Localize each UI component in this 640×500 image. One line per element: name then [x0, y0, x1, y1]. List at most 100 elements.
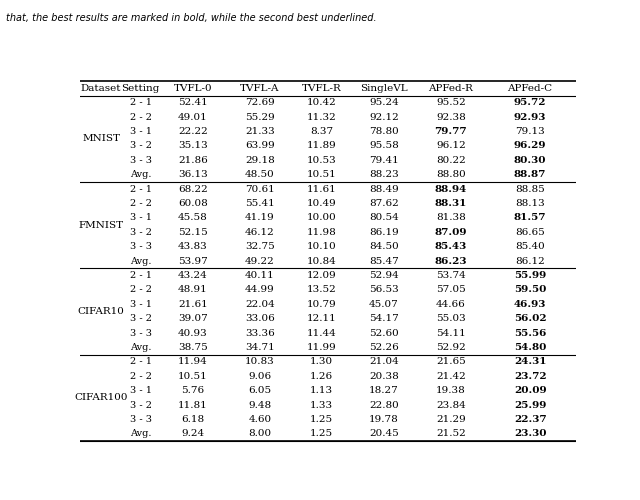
Text: CIFAR10: CIFAR10: [77, 307, 125, 316]
Bar: [80, 254, 576, 268]
Text: 3 - 1: 3 - 1: [130, 127, 152, 136]
Bar: [80, 81, 576, 96]
Text: 54.17: 54.17: [369, 314, 399, 324]
Text: 10.83: 10.83: [245, 358, 275, 366]
Text: 48.91: 48.91: [178, 286, 208, 294]
Text: 44.99: 44.99: [245, 286, 275, 294]
Text: 22.04: 22.04: [245, 300, 275, 309]
Text: 88.23: 88.23: [369, 170, 399, 179]
Text: 11.98: 11.98: [307, 228, 337, 237]
Text: 55.99: 55.99: [514, 271, 547, 280]
Text: 21.33: 21.33: [245, 127, 275, 136]
Text: 53.97: 53.97: [178, 256, 208, 266]
Text: 72.69: 72.69: [245, 98, 275, 108]
Text: 85.47: 85.47: [369, 256, 399, 266]
Bar: [80, 297, 576, 312]
Text: 2 - 2: 2 - 2: [130, 286, 152, 294]
Text: 11.94: 11.94: [178, 358, 208, 366]
Text: 12.11: 12.11: [307, 314, 337, 324]
Bar: [80, 96, 576, 110]
Text: 4.60: 4.60: [248, 415, 271, 424]
Text: 85.40: 85.40: [515, 242, 545, 252]
Text: 3 - 3: 3 - 3: [130, 242, 152, 252]
Text: 95.72: 95.72: [514, 98, 547, 108]
Text: 6.18: 6.18: [181, 415, 204, 424]
Text: 34.71: 34.71: [245, 343, 275, 352]
Bar: [80, 326, 576, 340]
Text: 2 - 1: 2 - 1: [130, 271, 152, 280]
Text: 12.09: 12.09: [307, 271, 337, 280]
Text: 2 - 2: 2 - 2: [130, 372, 152, 381]
Text: 1.25: 1.25: [310, 415, 333, 424]
Text: 55.29: 55.29: [245, 112, 275, 122]
Text: 3 - 1: 3 - 1: [130, 300, 152, 309]
Text: 80.30: 80.30: [514, 156, 547, 165]
Text: CIFAR100: CIFAR100: [74, 394, 128, 402]
Bar: [80, 268, 576, 283]
Text: 3 - 2: 3 - 2: [130, 400, 152, 409]
Text: 86.12: 86.12: [515, 256, 545, 266]
Text: 88.49: 88.49: [369, 184, 399, 194]
Text: MNIST: MNIST: [82, 134, 120, 143]
Text: 3 - 3: 3 - 3: [130, 415, 152, 424]
Text: 11.32: 11.32: [307, 112, 337, 122]
Bar: [80, 124, 576, 139]
Text: 95.58: 95.58: [369, 142, 399, 150]
Text: 10.53: 10.53: [307, 156, 337, 165]
Text: 21.65: 21.65: [436, 358, 466, 366]
Text: Avg.: Avg.: [130, 170, 152, 179]
Text: 22.22: 22.22: [178, 127, 208, 136]
Text: 79.41: 79.41: [369, 156, 399, 165]
Text: 33.06: 33.06: [245, 314, 275, 324]
Text: 46.12: 46.12: [245, 228, 275, 237]
Text: 10.51: 10.51: [307, 170, 337, 179]
Text: 70.61: 70.61: [245, 184, 275, 194]
Text: 20.09: 20.09: [514, 386, 547, 396]
Text: 10.84: 10.84: [307, 256, 337, 266]
Text: 55.56: 55.56: [514, 328, 547, 338]
Text: 63.99: 63.99: [245, 142, 275, 150]
Text: 56.02: 56.02: [514, 314, 547, 324]
Text: 44.66: 44.66: [436, 300, 466, 309]
Text: 48.50: 48.50: [245, 170, 275, 179]
Text: 43.24: 43.24: [178, 271, 208, 280]
Text: 45.58: 45.58: [178, 214, 208, 222]
Text: 18.27: 18.27: [369, 386, 399, 396]
Text: 9.06: 9.06: [248, 372, 271, 381]
Text: 56.53: 56.53: [369, 286, 399, 294]
Text: 6.05: 6.05: [248, 386, 271, 396]
Text: 2 - 1: 2 - 1: [130, 98, 152, 108]
Bar: [80, 369, 576, 384]
Text: 13.52: 13.52: [307, 286, 337, 294]
Text: 81.38: 81.38: [436, 214, 466, 222]
Text: 88.13: 88.13: [515, 199, 545, 208]
Text: 2 - 2: 2 - 2: [130, 112, 152, 122]
Text: Setting: Setting: [122, 84, 160, 93]
Text: 22.80: 22.80: [369, 400, 399, 409]
Text: 19.78: 19.78: [369, 415, 399, 424]
Text: 11.89: 11.89: [307, 142, 337, 150]
Text: 3 - 2: 3 - 2: [130, 228, 152, 237]
Text: FMNIST: FMNIST: [79, 220, 124, 230]
Text: 52.94: 52.94: [369, 271, 399, 280]
Text: TVFL-R: TVFL-R: [302, 84, 342, 93]
Text: 49.01: 49.01: [178, 112, 208, 122]
Text: 68.22: 68.22: [178, 184, 208, 194]
Text: 80.54: 80.54: [369, 214, 399, 222]
Bar: [80, 110, 576, 124]
Text: Avg.: Avg.: [130, 256, 152, 266]
Text: 52.92: 52.92: [436, 343, 466, 352]
Bar: [80, 211, 576, 225]
Text: TVFL-A: TVFL-A: [240, 84, 280, 93]
Text: 1.26: 1.26: [310, 372, 333, 381]
Text: 52.26: 52.26: [369, 343, 399, 352]
Bar: [80, 182, 576, 196]
Text: 88.85: 88.85: [515, 184, 545, 194]
Text: 23.72: 23.72: [514, 372, 547, 381]
Text: 33.36: 33.36: [245, 328, 275, 338]
Text: 3 - 1: 3 - 1: [130, 214, 152, 222]
Bar: [80, 312, 576, 326]
Bar: [80, 340, 576, 355]
Text: 3 - 2: 3 - 2: [130, 142, 152, 150]
Text: 46.93: 46.93: [514, 300, 547, 309]
